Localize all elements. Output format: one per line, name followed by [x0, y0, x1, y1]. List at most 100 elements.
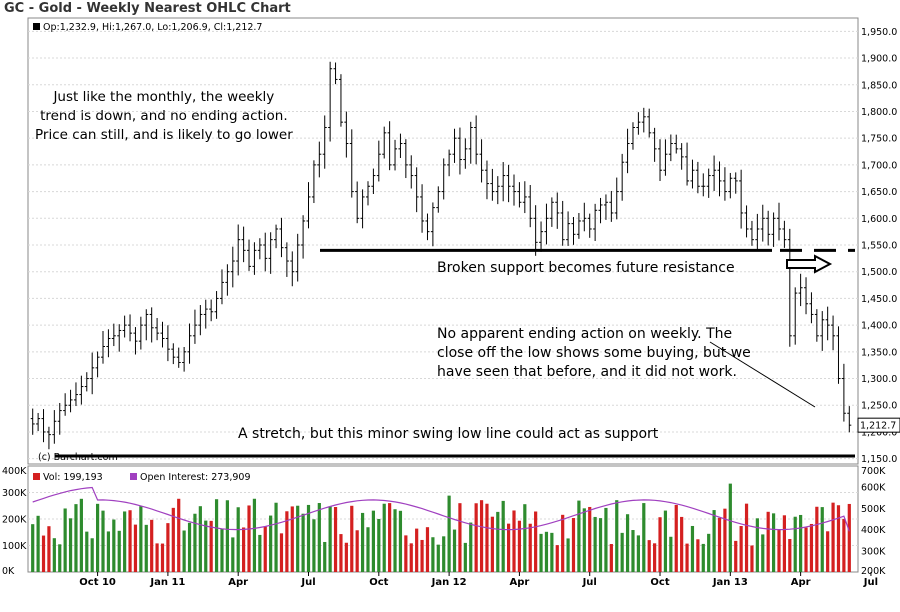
ohlc-bar: [679, 143, 684, 170]
price-tick-label: 1,450.0: [861, 294, 897, 305]
ohlc-bar: [593, 203, 598, 241]
ohlc-bar: [349, 129, 354, 198]
volume-bar: [496, 511, 500, 572]
ohlc-bar: [441, 158, 446, 200]
ohlc-bar: [176, 347, 181, 368]
ohlc-bar: [663, 139, 668, 176]
ohlc-bar: [728, 172, 733, 199]
volume-bar: [539, 533, 543, 572]
volume-bar: [712, 510, 716, 572]
ohlc-bar: [328, 61, 333, 142]
annotation-trend: Just like the monthly, the weekly trend …: [35, 88, 293, 145]
volume-bar: [166, 523, 170, 572]
ohlc-bar: [241, 226, 246, 263]
ohlc-bar: [436, 186, 441, 213]
volume-bar: [323, 541, 327, 572]
volume-bar: [755, 518, 759, 572]
ohlc-bar: [587, 213, 592, 238]
volume-bar: [604, 507, 608, 572]
volume-bar: [717, 517, 722, 572]
ohlc-bar: [155, 317, 160, 341]
oi-tick-label: 500K: [861, 504, 886, 515]
volume-tick-label: 300K: [2, 488, 27, 499]
volume-legend: Vol: 199,193: [43, 472, 103, 483]
x-tick-label: Apr: [509, 577, 529, 588]
open-interest-axis: 200K 300K 400K 500K 600K 700K: [861, 466, 886, 577]
price-tick-label: 1,850.0: [861, 80, 897, 91]
volume-bar: [680, 516, 684, 572]
info-line: Op:1,232.9, Hi:1,267.0, Lo:1,206.9, Cl:1…: [43, 22, 262, 33]
volume-bar: [793, 516, 797, 572]
ohlc-bar: [641, 107, 646, 133]
ohlc-bar: [457, 127, 462, 175]
annotation-ending-line-3: have seen that before, and it did not wo…: [437, 364, 737, 380]
ohlc-bar: [73, 382, 78, 407]
volume-tick-label: 400K: [2, 466, 27, 477]
ohlc-bar: [614, 177, 619, 220]
ohlc-bar: [355, 181, 360, 224]
price-tick-label: 1,250.0: [861, 401, 897, 412]
ohlc-bar: [306, 182, 311, 229]
volume-bar: [663, 510, 668, 572]
volume-bar: [128, 510, 132, 572]
ohlc-bar: [290, 251, 295, 287]
x-tick-label: Apr: [228, 577, 248, 588]
ohlc-bar: [512, 174, 517, 206]
price-panel: [27, 17, 859, 465]
ohlc-bar: [133, 327, 138, 355]
ohlc-bar: [490, 168, 495, 201]
ohlc-bar: [733, 172, 738, 194]
ohlc-bar: [68, 389, 73, 413]
volume-bar: [360, 512, 365, 572]
ohlc-bar: [484, 160, 489, 200]
ohlc-bar: [495, 176, 500, 205]
ohlc-bar: [744, 205, 749, 238]
price-tick-label: 1,350.0: [861, 347, 897, 358]
ohlc-bar: [57, 402, 62, 435]
annotation-swing-low: A stretch, but this minor swing low line…: [238, 426, 659, 442]
ohlc-bar: [279, 217, 284, 258]
volume-bar: [609, 544, 613, 572]
volume-bar: [393, 509, 397, 572]
volume-bar: [577, 500, 581, 572]
volume-bar: [339, 534, 343, 572]
volume-bar: [290, 506, 294, 572]
volume-bar: [236, 507, 240, 572]
ohlc-bar: [247, 239, 252, 271]
volume-bar: [155, 543, 159, 572]
ohlc-bar: [603, 194, 608, 220]
ohlc-bar: [771, 212, 776, 247]
ohlc-bar: [192, 309, 197, 344]
annotation-ending-line-1: No apparent ending action on weekly. The: [437, 326, 733, 342]
ohlc-bar: [365, 181, 370, 206]
ohlc-bar: [630, 122, 635, 150]
volume-tick-label: 100K: [2, 541, 27, 552]
volume-bar: [534, 511, 538, 572]
volume-bar: [123, 511, 127, 572]
ohlc-bar: [198, 305, 203, 336]
ohlc-bar: [544, 203, 549, 245]
ohlc-bar: [149, 307, 154, 343]
x-tick-label: Jul: [582, 577, 597, 588]
volume-bar: [133, 524, 138, 572]
ohlc-bar: [46, 426, 51, 450]
volume-bar: [750, 545, 754, 572]
ohlc-bar: [717, 161, 722, 197]
volume-bar: [847, 503, 851, 572]
volume-bar: [707, 533, 711, 572]
volume-bar: [279, 533, 284, 572]
x-axis: Oct 10 Jan 11 Apr Jul Oct Jan 12 Apr Jul Oct Jan …: [79, 572, 878, 588]
volume-bar: [512, 510, 516, 572]
volume-bar: [47, 526, 51, 572]
ohlc-bar: [165, 325, 170, 362]
ohlc-bar: [209, 299, 214, 322]
price-tick-label: 1,300.0: [861, 374, 897, 385]
ohlc-bar: [214, 291, 219, 319]
volume-bar: [31, 524, 35, 572]
x-tick-label: Jul: [863, 577, 878, 588]
volume-bar: [690, 525, 695, 572]
volume-bar: [371, 510, 376, 572]
ohlc-bar: [528, 184, 533, 228]
ohlc-bar: [122, 315, 127, 338]
ohlc-bar: [609, 190, 614, 222]
